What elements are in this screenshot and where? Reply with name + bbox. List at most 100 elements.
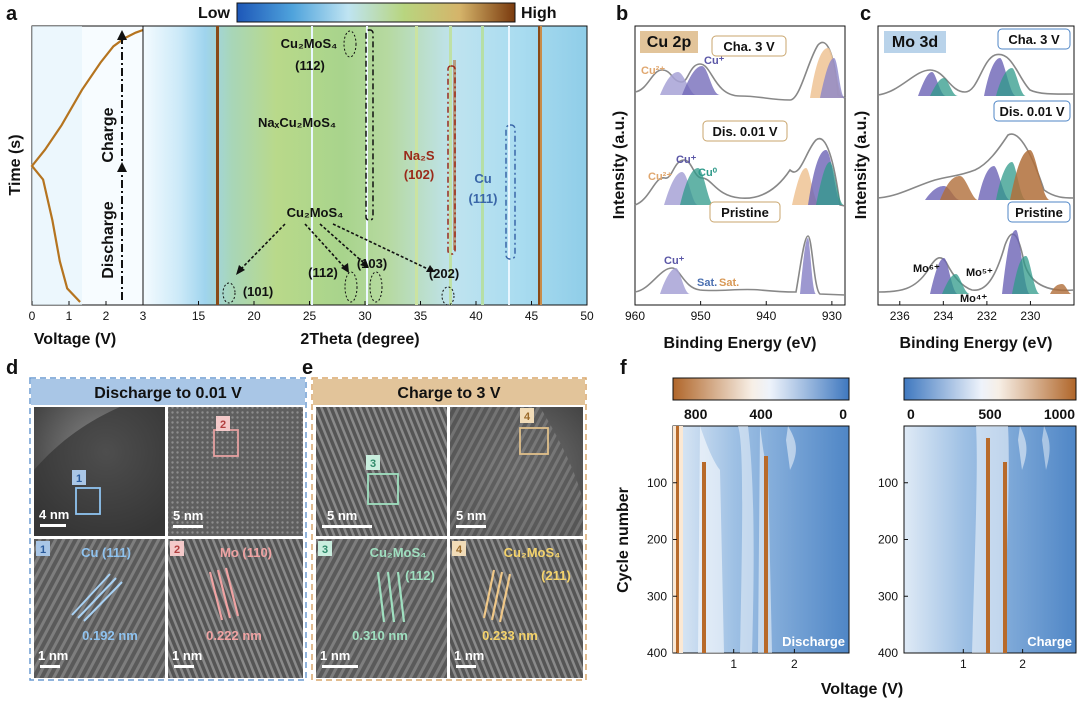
scalebar-e4: [456, 665, 476, 668]
scale-e3: 1 nm: [320, 648, 350, 663]
box-naxcu: [365, 29, 374, 221]
ellipse-101: [222, 282, 236, 304]
cu2p-bot-cu1-peak: [660, 268, 690, 294]
charge-map-label: Charge: [1027, 634, 1072, 649]
discharge-cbar-tick-800: 800: [684, 406, 708, 422]
cu2p-top-cu1b-peak: [682, 66, 720, 95]
mo3d-tick-label-232: 232: [977, 309, 997, 323]
cu2p-mid-cu0b-peak: [816, 162, 844, 205]
discharge-tem-title: Discharge to 0.01 V: [94, 385, 242, 402]
discharge-white-2: [738, 426, 754, 653]
cu2p-mid-cu1-label: Cu⁺: [676, 154, 697, 166]
fringe-3-lines: [376, 571, 406, 623]
mo3d-pristine-label: Pristine: [1015, 205, 1063, 220]
charge-ytick-label-200: 200: [878, 533, 898, 547]
discharge-ytick-label-400: 400: [647, 646, 667, 660]
discharge-white-4: [786, 426, 796, 470]
xrd-line-42: [449, 26, 452, 305]
hkl-103: (103): [357, 256, 387, 271]
xrd-xlabel: 2Theta (degree): [300, 331, 419, 348]
scalebar-d1: [40, 524, 66, 527]
na2s-label: Na₂S: [403, 148, 434, 163]
inset-tag-3: [366, 455, 380, 470]
mo3d-cha-box: [997, 28, 1071, 50]
inset-box-3: [367, 473, 399, 505]
voltage-tick-label-0: 0: [29, 309, 36, 323]
inset-tag-4-text: 4: [524, 411, 531, 423]
scalebar-e3: [322, 665, 358, 668]
discharge-label: Discharge: [100, 201, 117, 278]
hrtem-tag-2: [170, 541, 184, 556]
fringe-3-hkl: (112): [405, 568, 435, 583]
box-cu: [505, 124, 516, 260]
discharge-arrowhead: [117, 162, 127, 172]
naxcu2mos4-label: NaₓCu₂MoS₄: [258, 115, 336, 130]
charge-tem-frame: [311, 377, 587, 681]
cu2p-tick-label-940: 940: [756, 309, 776, 323]
xrd-colorbar: [236, 2, 516, 23]
scalebar-d4: [174, 665, 194, 668]
hkl-arrowheads: [236, 260, 435, 275]
scale-e2: 5 nm: [456, 508, 486, 523]
mo3d-top-mo5b: [996, 68, 1026, 96]
xrd-line-35: [366, 26, 368, 305]
f-xlabel: Voltage (V): [821, 681, 903, 698]
inset-tag-2: [216, 416, 230, 431]
xrd-line-17: [216, 26, 219, 305]
cu2p-pristine-box: [709, 201, 781, 223]
xrd-line-46b: [538, 26, 541, 305]
fringe-4-hkl: (211): [541, 568, 571, 583]
inset-tag-3-text: 3: [370, 458, 376, 470]
voltage-plot-shade: [32, 26, 82, 305]
panel-label-a: a: [6, 3, 18, 25]
xrd-reflection-lines: [216, 26, 542, 305]
charge-ytick-label-100: 100: [878, 476, 898, 490]
cu-label: Cu: [474, 171, 491, 186]
hrtem-tag-2-text: 2: [174, 544, 180, 556]
tem-particle-e2: [450, 407, 583, 536]
tem-image-d2: [168, 407, 303, 536]
charge-xtick-label-2: 2: [1019, 657, 1026, 671]
cu2p-pristine-label: Pristine: [721, 205, 769, 220]
charge-ytick-label-300: 300: [878, 589, 898, 603]
colorbar-low-label: Low: [198, 5, 231, 22]
mo3d-title: Mo 3d: [892, 34, 938, 51]
ellipse-103: [369, 271, 383, 303]
mo3d-xlabel: Binding Energy (eV): [900, 335, 1053, 352]
time-ylabel: Time (s): [7, 134, 24, 195]
charge-cbar-tick-0: 0: [907, 406, 915, 422]
fringe-mo-lines: [208, 567, 240, 621]
xrd-line-39: [415, 26, 418, 305]
tem-particle-d1: [34, 407, 165, 536]
hkl-202: (202): [429, 266, 459, 281]
cu2p-top-envelope: [634, 41, 846, 101]
charge-cbar-tick-500: 500: [978, 406, 1002, 422]
panel-label-d: d: [6, 357, 18, 379]
voltage-tick-label-2: 2: [103, 309, 110, 323]
mo3d-mo4-label: Mo⁴⁺: [960, 293, 987, 305]
cu2p-tick-label-950: 950: [691, 309, 711, 323]
fringe-cu-lines: [71, 573, 123, 622]
charge-arrowhead: [117, 30, 127, 40]
cu2p-spectra: Cu²⁺ Cu⁺ Cha. 3 V Cu²⁺ Cu⁺ Cu⁰ Dis. 0.01…: [634, 35, 846, 296]
hrtem-image-4: [450, 539, 583, 678]
charge-xtick-label-1: 1: [960, 657, 967, 671]
hkl-112: (112): [308, 265, 338, 280]
charge-band-15v: [986, 438, 990, 653]
discharge-tem-frame: [29, 377, 307, 681]
mo3d-plot-area: [877, 25, 1075, 306]
cu2p-x-ticks: 960 950 940 930: [625, 301, 842, 323]
charge-colorbar: [903, 377, 1077, 401]
mo3d-dis-box: [993, 100, 1071, 122]
discharge-ytick-label-200: 200: [647, 533, 667, 547]
voltage-tick-label-1: 1: [66, 309, 73, 323]
mo3d-tick-label-230: 230: [1020, 309, 1040, 323]
scalebar-e2: [456, 525, 486, 528]
discharge-ytick-label-100: 100: [647, 476, 667, 490]
scale-e4: 1 nm: [454, 648, 484, 663]
hrtem-tag-3-text: 3: [322, 544, 328, 556]
voltage-tick-label-3: 3: [140, 309, 147, 323]
cu2p-title: Cu 2p: [647, 34, 692, 51]
inset-tag-1-text: 1: [76, 473, 82, 485]
xrd-line-46c: [540, 26, 542, 305]
